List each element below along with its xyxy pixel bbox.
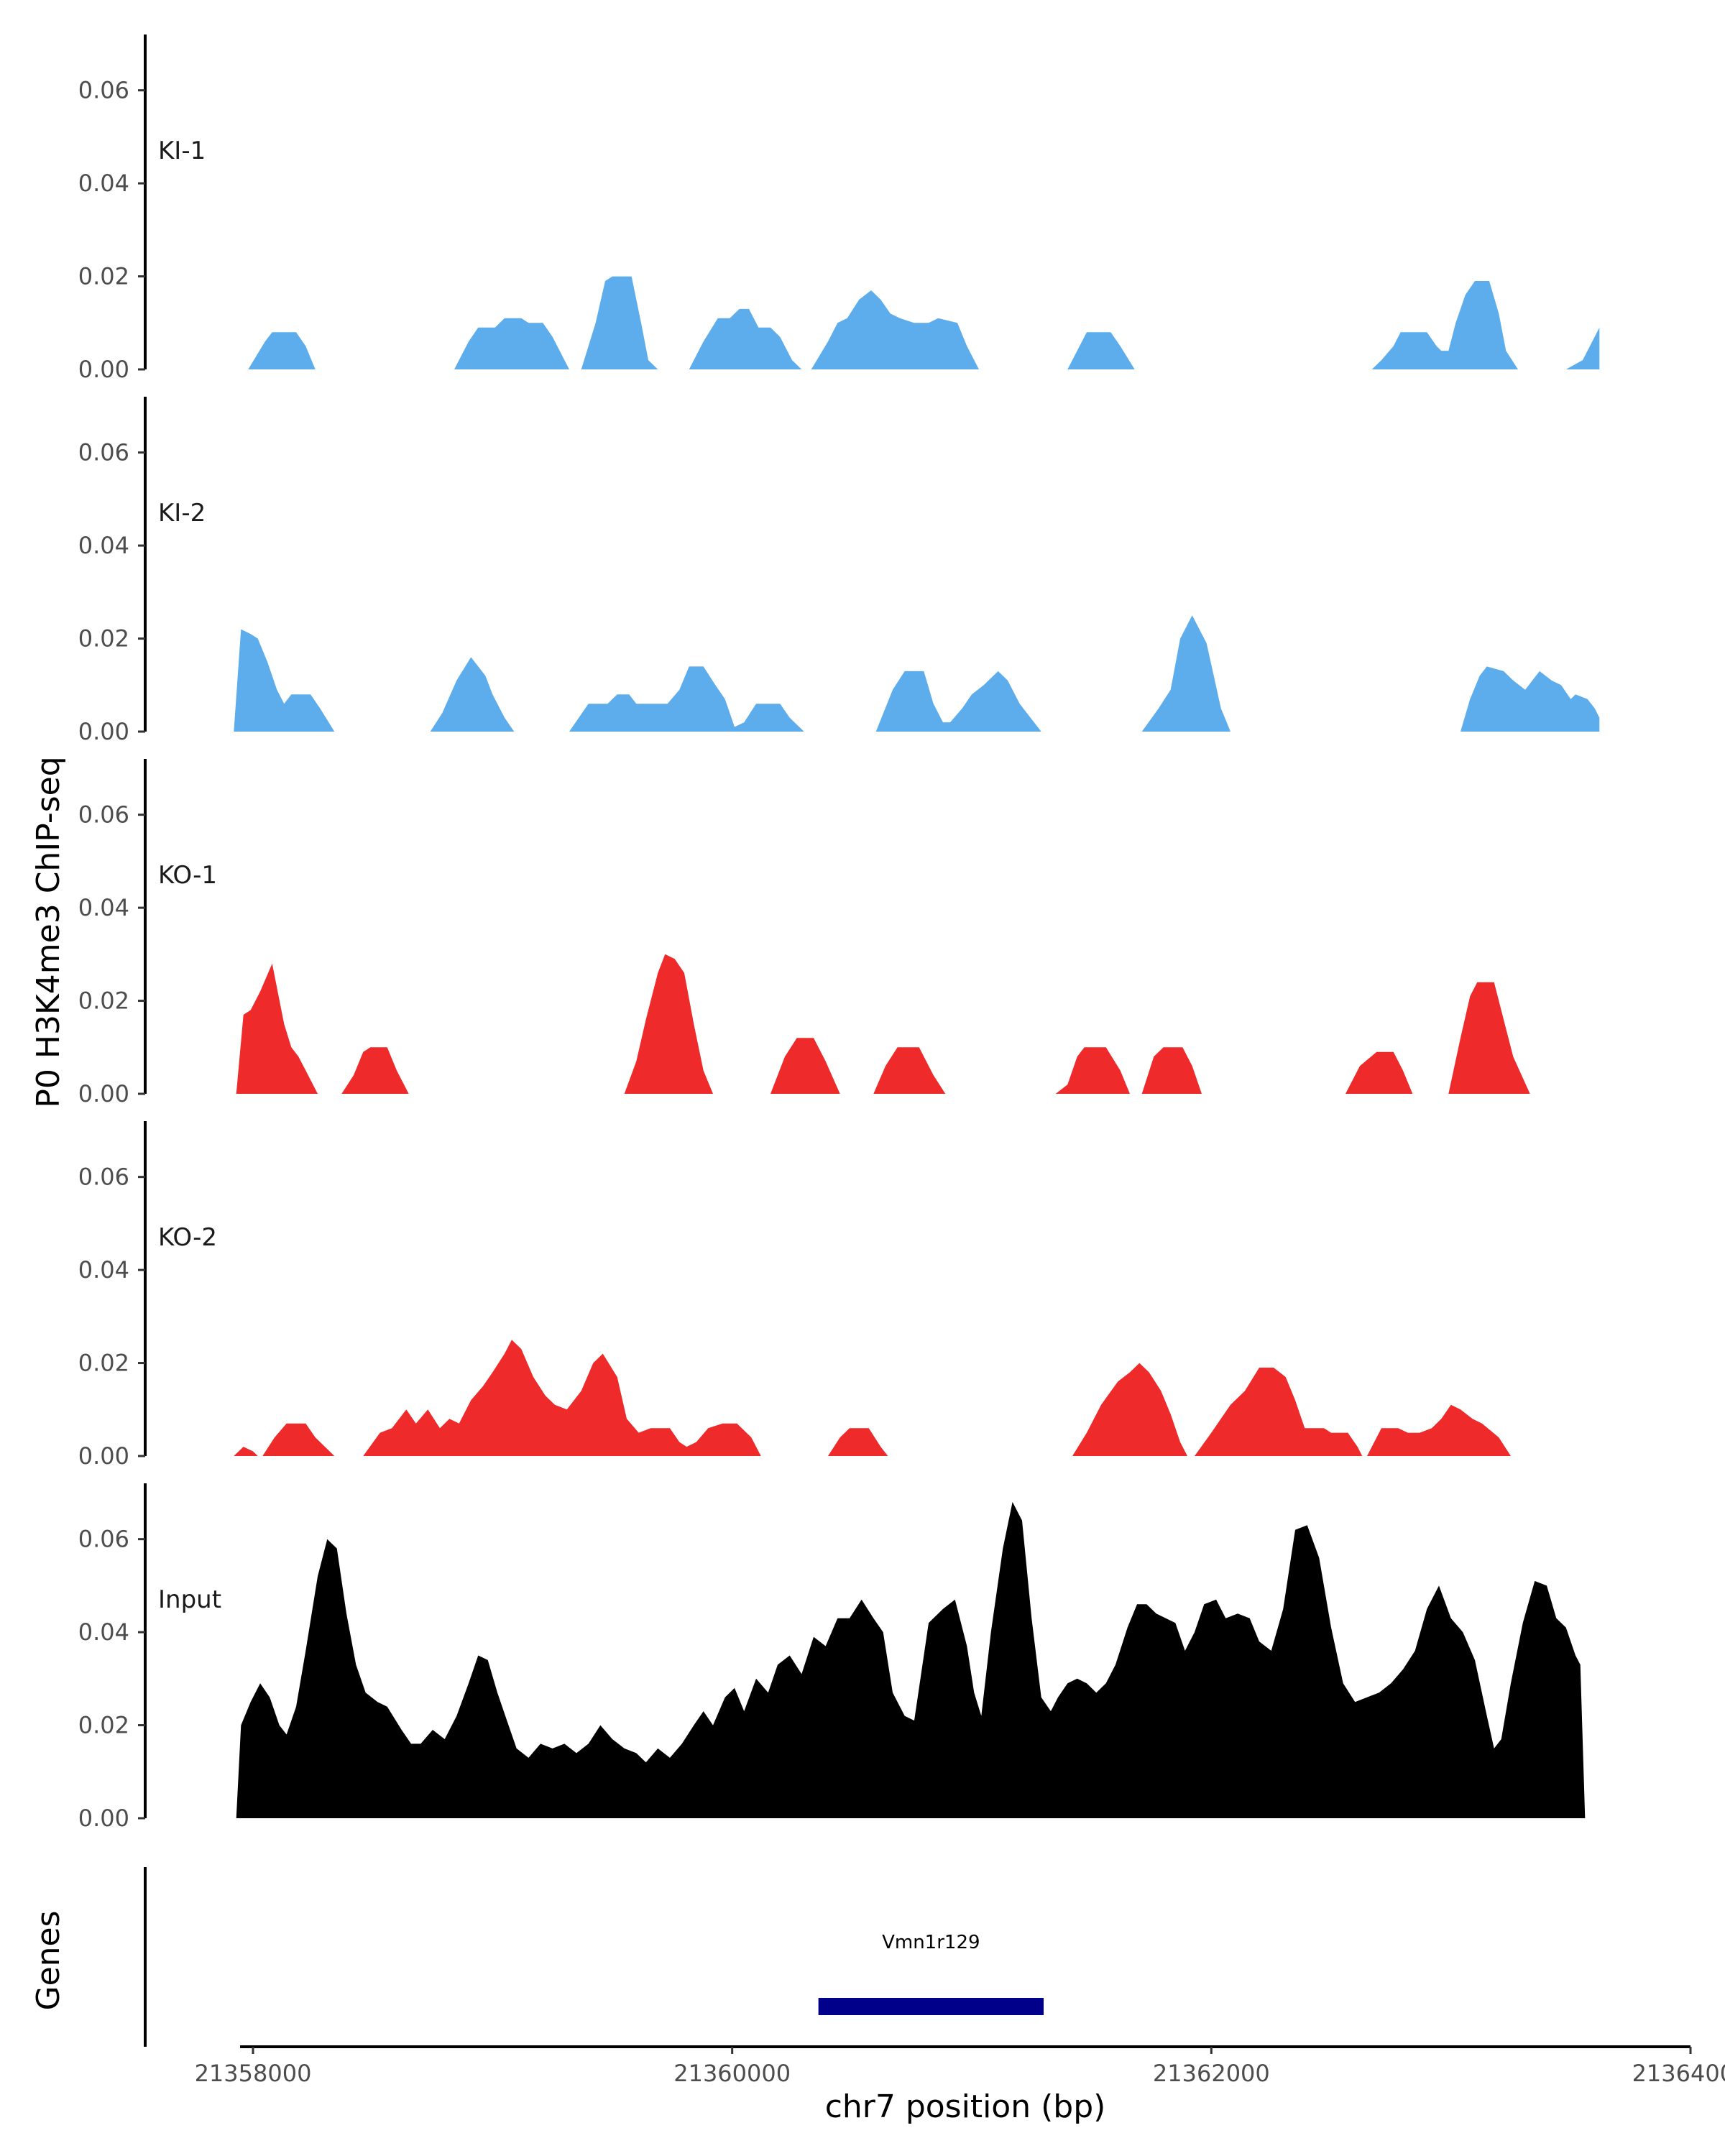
x-tick-label: 21358000 <box>195 2060 312 2087</box>
y-tick-label: 0.00 <box>78 1442 129 1470</box>
track-ki-2: 0.00 0.02 0.04 0.06 KI-2 <box>78 397 1600 745</box>
track-label: KI-2 <box>158 499 206 528</box>
y-tick-label: 0.02 <box>78 1712 129 1739</box>
x-tick-label: 21364000 <box>1632 2060 1725 2087</box>
y-tick-label: 0.06 <box>78 77 129 104</box>
genes-axis-title: Genes <box>30 1910 67 2010</box>
x-axis: 21358000 21360000 21362000 21364000 <box>195 2045 1725 2087</box>
y-tick-label: 0.04 <box>78 1618 129 1646</box>
y-tick-label: 0.02 <box>78 987 129 1015</box>
y-tick-label: 0.04 <box>78 894 129 921</box>
y-tick-label: 0.00 <box>78 718 129 745</box>
y-tick-label: 0.04 <box>78 1256 129 1284</box>
track-label: KO-1 <box>158 861 217 890</box>
y-tick-label: 0.06 <box>78 801 129 829</box>
y-tick-label: 0.06 <box>78 439 129 466</box>
y-tick-label: 0.00 <box>78 356 129 383</box>
track-ko-1: 0.00 0.02 0.04 0.06 KO-1 <box>78 759 1530 1107</box>
track-panels: 0.00 0.02 0.04 0.06 KI-1 0.00 0.02 0.04 0.06 KI-2… <box>78 34 1600 1832</box>
track-input: 0.00 0.02 0.04 0.06 Input <box>78 1483 1586 1832</box>
y-tick-label: 0.04 <box>78 532 129 559</box>
y-tick-label: 0.00 <box>78 1080 129 1107</box>
signal-area-ko-1 <box>236 954 1530 1094</box>
y-tick-label: 0.04 <box>78 170 129 197</box>
gene-label-vmn1r129: Vmn1r129 <box>882 1932 980 1953</box>
signal-area-input <box>236 1501 1586 1818</box>
y-tick-label: 0.02 <box>78 1350 129 1377</box>
y-tick-label: 0.00 <box>78 1805 129 1832</box>
signal-area-ko-2 <box>234 1340 1511 1456</box>
track-label: Input <box>158 1585 221 1614</box>
y-tick-label: 0.02 <box>78 263 129 290</box>
track-ko-2: 0.00 0.02 0.04 0.06 KO-2 <box>78 1121 1511 1470</box>
track-label: KO-2 <box>158 1223 217 1252</box>
y-tick-label: 0.06 <box>78 1164 129 1191</box>
x-tick-label: 21360000 <box>673 2060 791 2087</box>
gene-panel: Vmn1r129 <box>144 1867 1044 2047</box>
signal-area-ki-2 <box>234 615 1600 732</box>
y-tick-label: 0.06 <box>78 1526 129 1553</box>
gene-bar-vmn1r129 <box>818 1998 1044 2015</box>
track-label: KI-1 <box>158 137 206 165</box>
x-axis-title: chr7 position (bp) <box>825 2088 1106 2125</box>
y-axis-title: P0 H3K4me3 ChIP-seq <box>30 756 67 1107</box>
y-tick-label: 0.02 <box>78 625 129 653</box>
signal-area-ki-1 <box>248 276 1600 369</box>
x-tick-label: 21362000 <box>1153 2060 1270 2087</box>
track-ki-1: 0.00 0.02 0.04 0.06 KI-1 <box>78 34 1600 383</box>
